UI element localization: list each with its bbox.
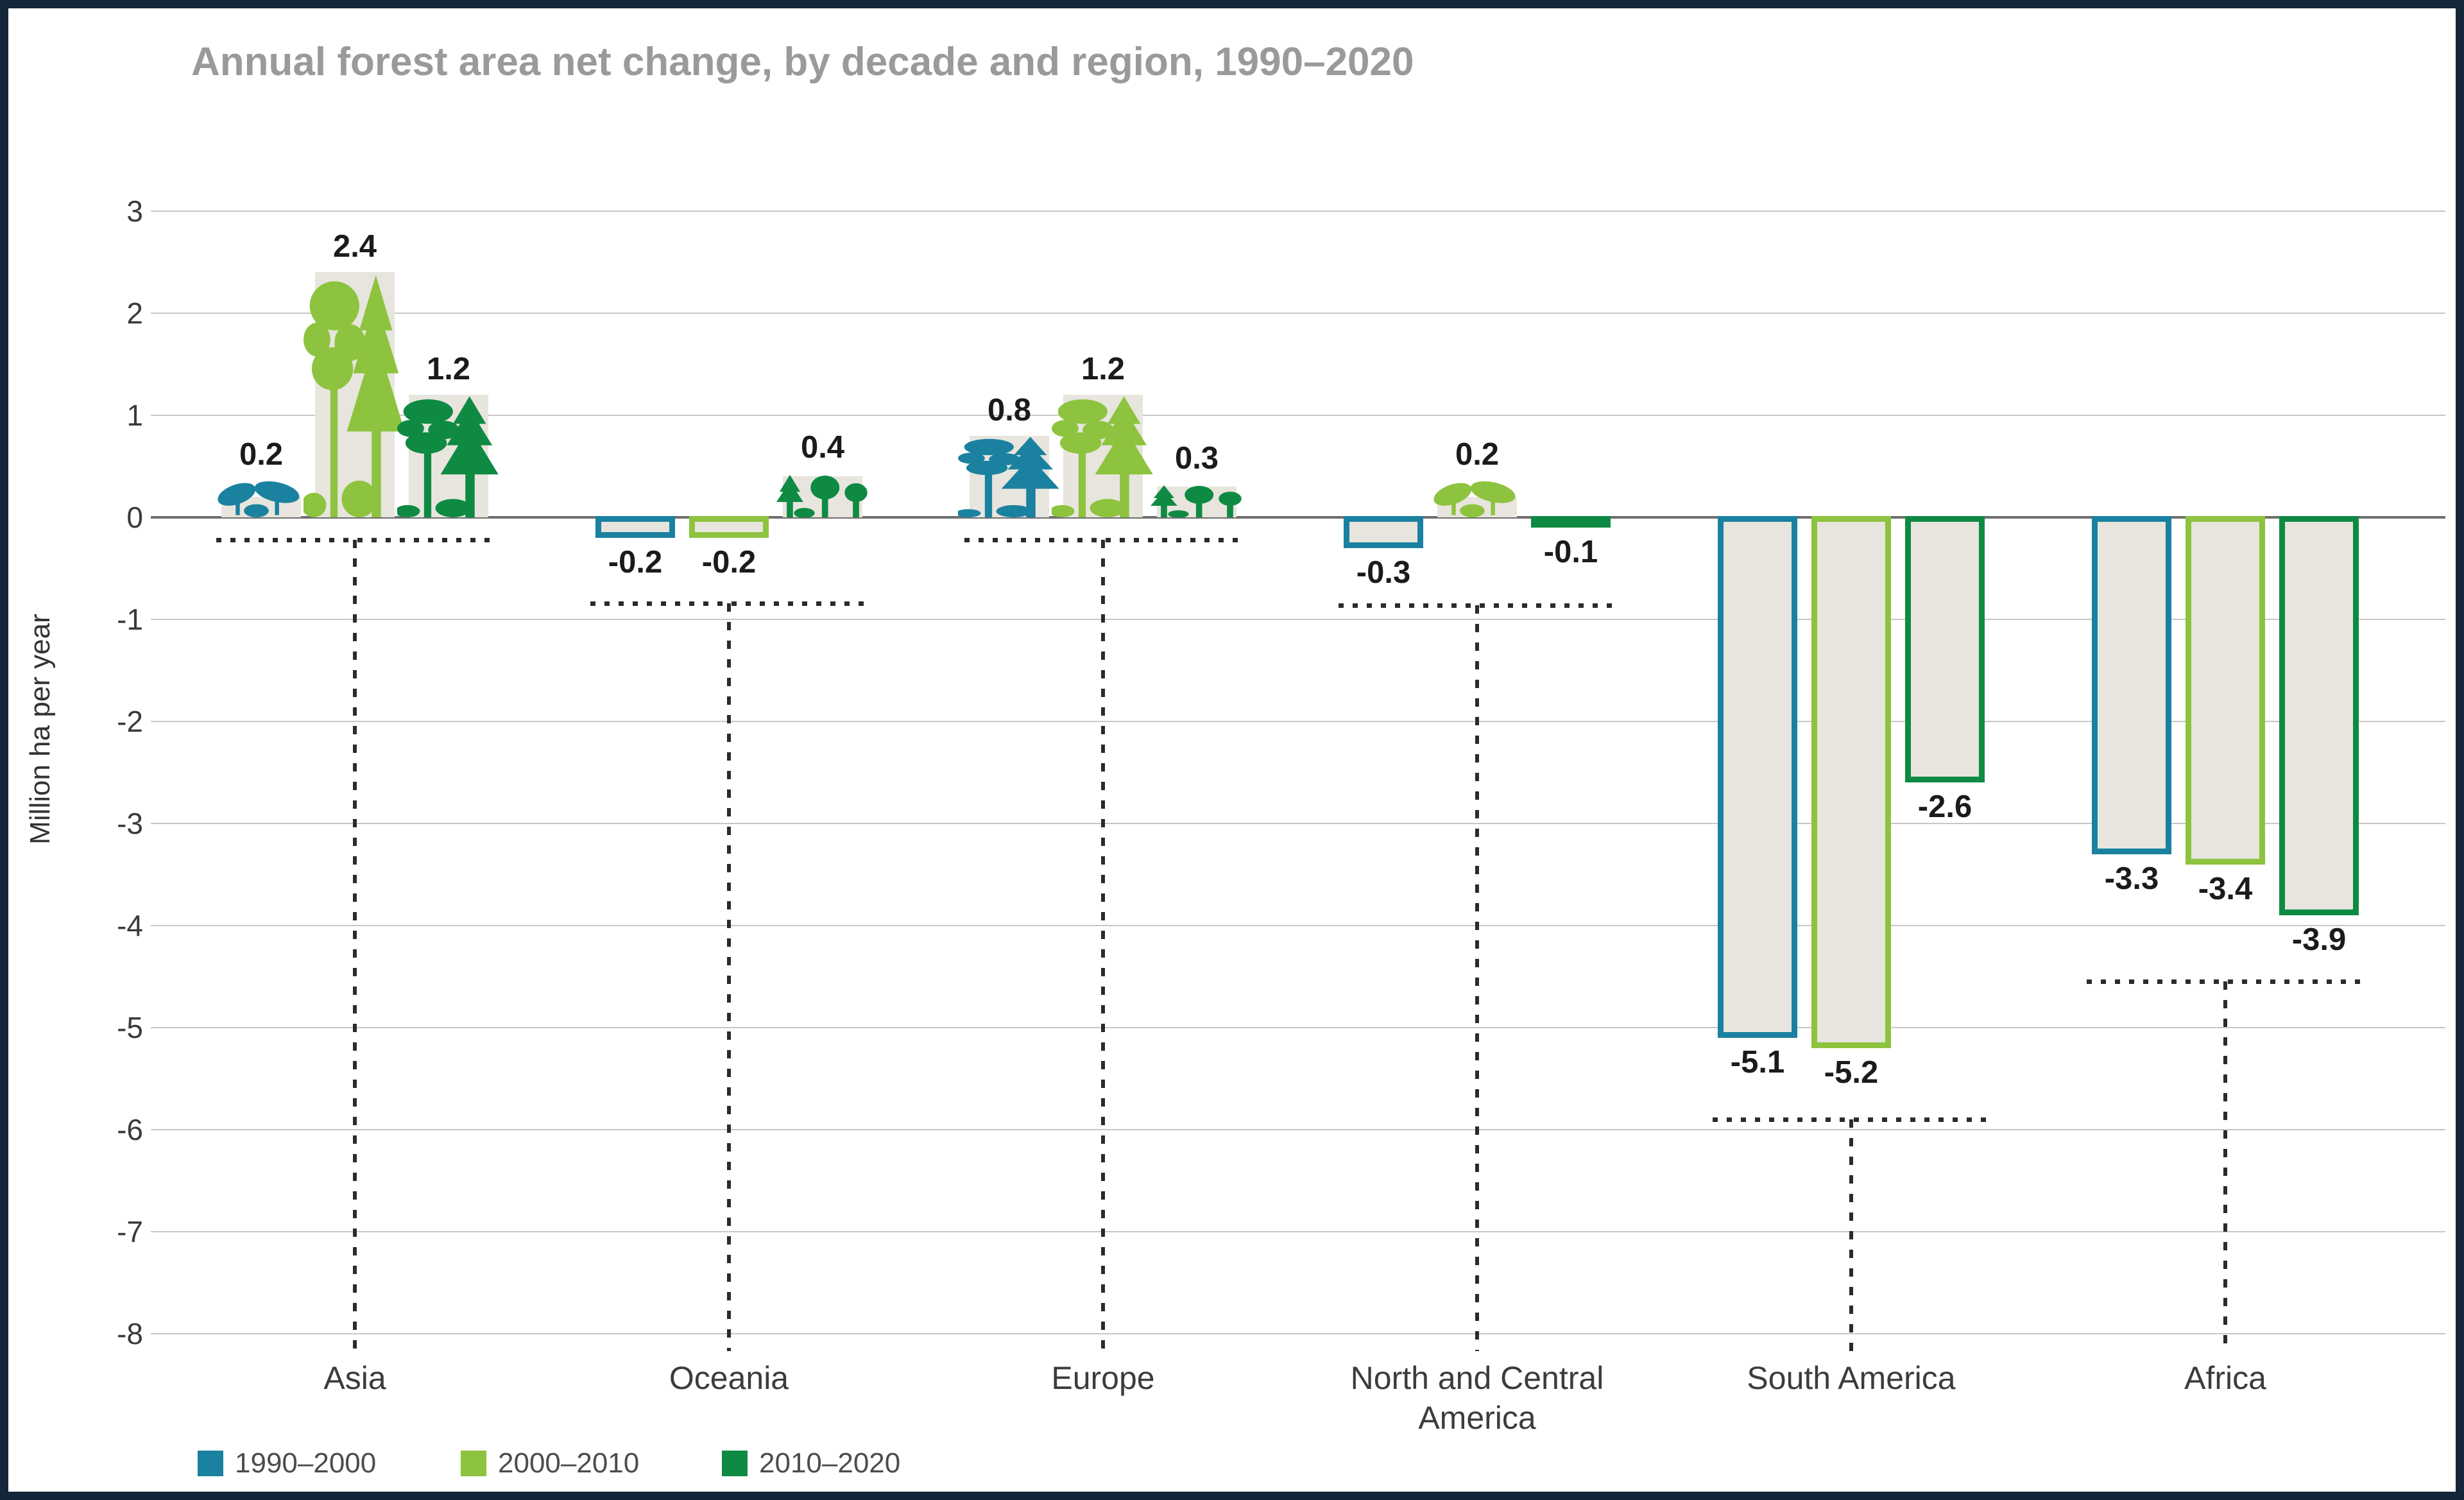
group-connector-vertical (727, 603, 731, 1351)
bar-negative (2186, 516, 2265, 865)
tree-illustration (771, 473, 875, 517)
legend-swatch (722, 1451, 748, 1476)
value-label: -2.6 (1917, 789, 1972, 824)
gridline (151, 721, 2445, 722)
y-tick-label: 1 (126, 399, 143, 432)
bar-negative (1811, 516, 1891, 1048)
tree-illustration (1145, 484, 1249, 517)
legend-label: 2010–2020 (759, 1447, 901, 1479)
value-label: -0.1 (1543, 535, 1598, 569)
region-label: Oceania (669, 1360, 789, 1396)
value-label: 0.3 (1174, 441, 1219, 476)
region-label: South America (1747, 1360, 1956, 1396)
legend-swatch (461, 1451, 486, 1476)
value-label: 2.4 (332, 229, 377, 264)
value-label: -3.9 (2291, 922, 2347, 957)
tree-illustration (303, 272, 407, 517)
y-tick-label: 2 (126, 297, 143, 330)
y-tick-label: -8 (117, 1317, 143, 1350)
legend-item: 2000–2010 (461, 1447, 639, 1479)
value-label: 0.4 (800, 430, 845, 465)
bar-negative (595, 516, 675, 538)
gridline (151, 211, 2445, 212)
tree-illustration (1426, 480, 1529, 517)
zero-axis-line (151, 516, 2445, 519)
legend-label: 2000–2010 (498, 1447, 640, 1479)
group-connector-vertical (1849, 1119, 1853, 1351)
tree-illustration (397, 395, 501, 517)
y-tick-label: -2 (117, 705, 143, 738)
gridline (151, 1333, 2445, 1334)
bar-negative (689, 516, 769, 538)
y-tick-label: -7 (117, 1215, 143, 1248)
gridline (151, 415, 2445, 416)
value-label: -5.1 (1730, 1045, 1785, 1080)
legend-item: 2010–2020 (722, 1447, 900, 1479)
legend-label: 1990–2000 (235, 1447, 377, 1479)
gridline (151, 1027, 2445, 1028)
value-label: 1.2 (426, 352, 471, 386)
value-label: -0.2 (608, 545, 663, 580)
bar-negative (1718, 516, 1797, 1038)
value-label: 0.2 (1455, 437, 1500, 472)
gridline (151, 1129, 2445, 1130)
value-label: -5.2 (1824, 1055, 1879, 1090)
region-label: North and Central America (1350, 1360, 1604, 1436)
group-connector-vertical (1101, 539, 1105, 1351)
y-tick-label: -1 (117, 603, 143, 636)
bar-negative (1344, 516, 1423, 548)
gridline (151, 619, 2445, 620)
chart-title: Annual forest area net change, by decade… (191, 40, 1414, 84)
bar-negative (1905, 516, 1985, 782)
group-connector-vertical (2223, 981, 2227, 1351)
value-label: -0.2 (701, 545, 757, 580)
bar-negative (1531, 516, 1611, 528)
value-label: -0.3 (1356, 555, 1411, 590)
gridline (151, 925, 2445, 926)
value-label: 0.2 (239, 437, 284, 472)
region-label: Asia (323, 1360, 386, 1396)
y-tick-label: -3 (117, 807, 143, 840)
y-tick-label: -4 (117, 909, 143, 942)
legend-swatch (198, 1451, 223, 1476)
region-label: Africa (2184, 1360, 2266, 1396)
y-tick-label: -5 (117, 1011, 143, 1044)
gridline (151, 1231, 2445, 1232)
group-connector-vertical (1475, 605, 1479, 1351)
y-tick-label: 3 (126, 194, 143, 228)
legend-item: 1990–2000 (198, 1447, 376, 1479)
value-label: 0.8 (987, 393, 1032, 427)
y-tick-label: -6 (117, 1113, 143, 1146)
tree-illustration (957, 436, 1061, 517)
group-connector-vertical (353, 539, 357, 1351)
region-label: Europe (1051, 1360, 1155, 1396)
gridline (151, 313, 2445, 314)
value-label: -3.3 (2104, 861, 2159, 896)
tree-illustration (1051, 395, 1155, 517)
gridline (151, 823, 2445, 824)
bar-negative (2279, 516, 2359, 915)
y-tick-label: 0 (126, 501, 143, 534)
bar-negative (2092, 516, 2171, 854)
value-label: -3.4 (2198, 872, 2253, 906)
tree-illustration (210, 480, 313, 517)
value-label: 1.2 (1081, 352, 1125, 386)
